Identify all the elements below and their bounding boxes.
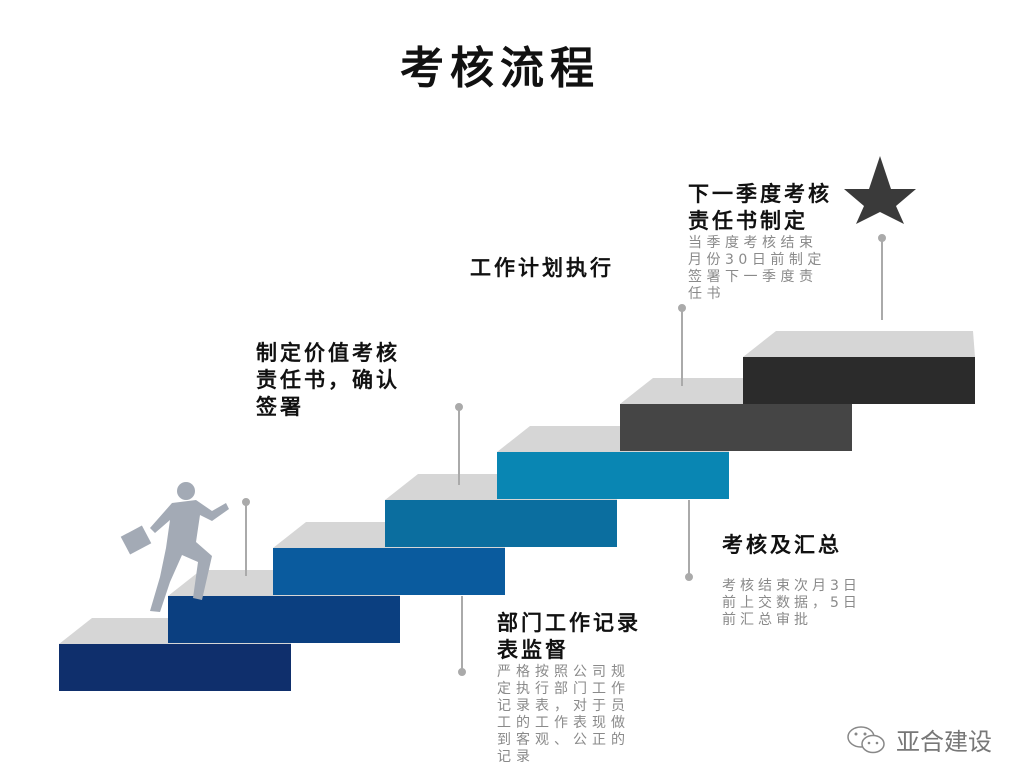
description-line: 当季度考核结束 — [688, 235, 818, 251]
watermark-text: 亚合建设 — [896, 728, 992, 756]
stair-front-6 — [620, 404, 852, 451]
page-title: 考核流程 — [400, 43, 600, 94]
description-line: 到客观、公正的 — [497, 732, 630, 748]
heading-line: 表监督 — [497, 638, 569, 662]
description-line: 记录表，对于员 — [497, 698, 630, 714]
description-line: 考核结束次月3日 — [722, 578, 861, 594]
step-2-heading: 部门工作记录 表监督 — [497, 610, 641, 664]
connector-step-4 — [685, 500, 693, 581]
star-icon — [844, 156, 916, 224]
description-line: 工的工作表现做 — [497, 715, 630, 731]
connector-step-1 — [242, 498, 250, 576]
stair-front-2 — [168, 596, 400, 643]
runner-figure — [120, 482, 229, 612]
description-line: 任书 — [688, 286, 725, 302]
connector-step-5a — [678, 304, 686, 386]
description-line: 月份30日前制定 — [688, 252, 826, 268]
description-line: 签署下一季度责 — [688, 269, 818, 285]
heading-line: 签署 — [256, 395, 304, 419]
step-2-description: 严格按照公司规 定执行部门工作 记录表，对于员 工的工作表现做 到客观、公正的 … — [497, 664, 630, 766]
step-1-heading: 制定价值考核 责任书，确认 签署 — [256, 340, 400, 421]
description-line: 前汇总审批 — [722, 612, 812, 628]
stair-front-5 — [497, 452, 729, 499]
stair-front-4 — [385, 500, 617, 547]
heading-line: 部门工作记录 — [497, 611, 641, 635]
connector-step-5b — [878, 234, 886, 320]
step-5-description: 当季度考核结束 月份30日前制定 签署下一季度责 任书 — [688, 235, 826, 303]
connector-step-3 — [455, 403, 463, 485]
heading-line: 考核及汇总 — [722, 533, 842, 557]
stair-front-7 — [743, 357, 975, 404]
stair-front-1 — [59, 644, 291, 691]
stair-front-3 — [273, 548, 505, 595]
stair-top-7 — [743, 331, 975, 357]
step-3-heading: 工作计划执行 — [470, 255, 614, 282]
heading-line: 下一季度考核 — [688, 182, 832, 206]
wechat-icon — [847, 725, 885, 753]
heading-line: 制定价值考核 — [256, 341, 400, 365]
stairs — [59, 331, 975, 691]
step-5-heading: 下一季度考核 责任书制定 — [688, 181, 832, 235]
step-4-description: 考核结束次月3日 前上交数据，5日 前汇总审批 — [722, 578, 861, 629]
description-line: 定执行部门工作 — [497, 681, 630, 697]
heading-line: 工作计划执行 — [470, 256, 614, 280]
heading-line: 责任书制定 — [688, 209, 808, 233]
watermark: 亚合建设 — [846, 722, 992, 757]
heading-line: 责任书，确认 — [256, 368, 400, 392]
description-line: 前上交数据，5日 — [722, 595, 861, 611]
description-line: 记录 — [497, 749, 535, 765]
description-line: 严格按照公司规 — [497, 664, 630, 680]
connector-step-2 — [458, 596, 466, 676]
step-4-heading: 考核及汇总 — [722, 532, 842, 559]
